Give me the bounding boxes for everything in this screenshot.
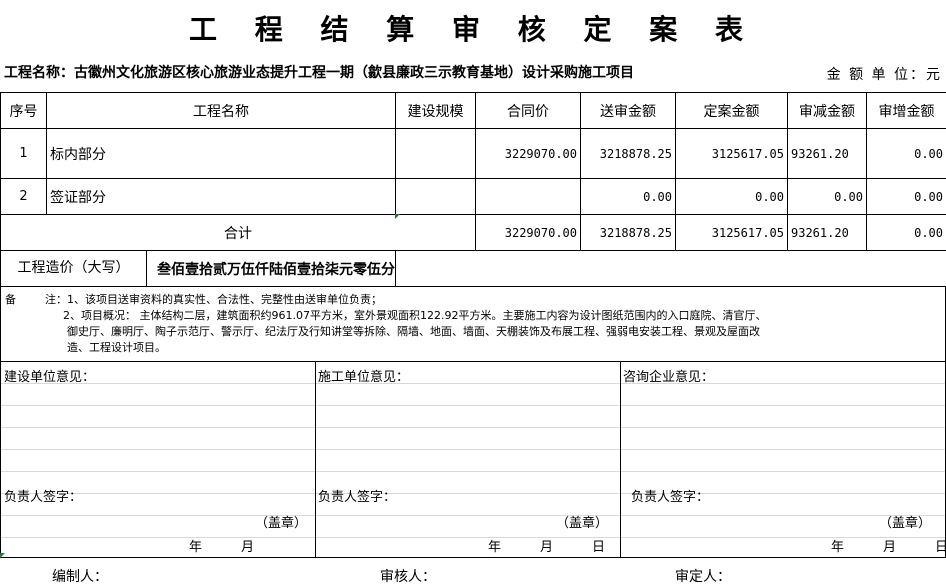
total-row: 合计 3229070.00 3218878.25 3125617.05 9326… — [0, 214, 946, 251]
date-label: 年 月 — [189, 540, 255, 555]
signature-label: 负责人签字： — [631, 490, 710, 505]
row-reduced[interactable]: 0.00 — [787, 178, 867, 215]
note-line: 注：1、该项目送审资料的真实性、合法性、完整性由送审单位负责； — [45, 293, 382, 306]
seal-label: （盖章） — [879, 516, 932, 531]
cell-marker — [0, 553, 5, 558]
row-no[interactable]: 2 — [0, 178, 47, 215]
header-row: 序号 工程名称 建设规模 合同价 送审金额 定案金额 审减金额 审增金额 — [0, 92, 946, 129]
row-approved[interactable]: 0.00 — [675, 178, 788, 215]
cell-marker — [395, 214, 400, 219]
header-cell: 建设规模 — [395, 92, 476, 129]
settlement-table: 序号 工程名称 建设规模 合同价 送审金额 定案金额 审减金额 审增金额 1 标… — [0, 92, 946, 287]
signature-label: 负责人签字： — [4, 490, 83, 505]
notes: 备 注：1、该项目送审资料的真实性、合法性、完整性由送审单位负责； 2、项目概况… — [0, 286, 946, 362]
note-line: 造、工程设计项目。 — [67, 341, 166, 354]
header-cell: 合同价 — [475, 92, 581, 129]
date-label: 年 月 日 — [488, 540, 606, 555]
total-submitted[interactable]: 3218878.25 — [580, 214, 676, 251]
approver-label: 审定人： — [675, 569, 731, 585]
table-row: 2 签证部分 0.00 0.00 0.00 0.00 — [0, 178, 946, 215]
signature-label: 负责人签字： — [318, 490, 397, 505]
amount-unit: 金 额 单 位：元 — [826, 67, 942, 83]
total-label[interactable]: 合计 — [0, 214, 476, 251]
row-submitted[interactable]: 0.00 — [580, 178, 676, 215]
row-scale[interactable] — [395, 178, 476, 215]
owner-opinion[interactable]: 建设单位意见： 负责人签字： （盖章） 年 月 — [0, 362, 316, 558]
reviewer-label: 审核人： — [380, 569, 436, 585]
row-no[interactable]: 1 — [0, 128, 47, 179]
total-reduced[interactable]: 93261.20 — [787, 214, 867, 251]
header-cell: 序号 — [0, 92, 47, 129]
row-increased[interactable]: 0.00 — [866, 128, 946, 179]
preparer-label: 编制人： — [52, 569, 108, 585]
header-cell: 工程名称 — [46, 92, 396, 129]
row-contract[interactable] — [475, 178, 581, 215]
row-name[interactable]: 签证部分 — [46, 178, 396, 215]
document-title: 工 程 结 算 审 核 定 案 表 — [189, 13, 757, 46]
row-reduced[interactable]: 93261.20 — [787, 128, 867, 179]
header-cell: 审增金额 — [866, 92, 946, 129]
capital-value[interactable]: 叁佰壹拾贰万伍仟陆佰壹拾柒元零伍分 — [157, 261, 395, 278]
header-cell: 定案金额 — [675, 92, 788, 129]
row-name[interactable]: 标内部分 — [46, 128, 396, 179]
header-cell: 送审金额 — [580, 92, 676, 129]
capital-label[interactable]: 工程造价（大写） — [2, 251, 147, 286]
opinion-title: 施工单位意见： — [318, 370, 410, 385]
project-name: 工程名称：古徽州文化旅游区核心旅游业态提升工程一期（歙县廉政三示教育基地）设计采… — [4, 65, 634, 81]
row-scale[interactable] — [395, 128, 476, 179]
opinion-title: 咨询企业意见： — [623, 370, 715, 385]
total-contract[interactable]: 3229070.00 — [475, 214, 581, 251]
capital-row: 工程造价（大写） 叁佰壹拾贰万伍仟陆佰壹拾柒元零伍分 — [0, 250, 946, 287]
header-cell: 审减金额 — [787, 92, 867, 129]
consultant-opinion[interactable]: 咨询企业意见： 负责人签字： （盖章） 年 月 日 — [621, 362, 946, 558]
contractor-opinion[interactable]: 施工单位意见： 负责人签字： （盖章） 年 月 日 — [316, 362, 621, 558]
row-contract[interactable]: 3229070.00 — [475, 128, 581, 179]
total-approved[interactable]: 3125617.05 — [675, 214, 788, 251]
table-row: 1 标内部分 3229070.00 3218878.25 3125617.05 … — [0, 128, 946, 179]
opinion-grid — [0, 362, 946, 558]
capital-blank — [395, 250, 946, 287]
opinion-title: 建设单位意见： — [4, 370, 96, 385]
total-increased[interactable]: 0.00 — [866, 214, 946, 251]
notes-label: 备 — [5, 293, 16, 306]
row-increased[interactable]: 0.00 — [866, 178, 946, 215]
note-line: 2、项目概况： 主体结构二层，建筑面积约961.07平方米，室外景观面积122.… — [63, 309, 767, 322]
seal-label: （盖章） — [556, 516, 609, 531]
note-line: 御史厅、廉明厅、陶子示范厅、警示厅、纪法厅及行知讲堂等拆除、隔墙、地面、墙面、天… — [67, 325, 760, 338]
date-label: 年 月 日 — [831, 540, 946, 555]
row-approved[interactable]: 3125617.05 — [675, 128, 788, 179]
row-submitted[interactable]: 3218878.25 — [580, 128, 676, 179]
seal-label: （盖章） — [255, 516, 308, 531]
capital-cell: 工程造价（大写） 叁佰壹拾贰万伍仟陆佰壹拾柒元零伍分 — [0, 250, 396, 287]
